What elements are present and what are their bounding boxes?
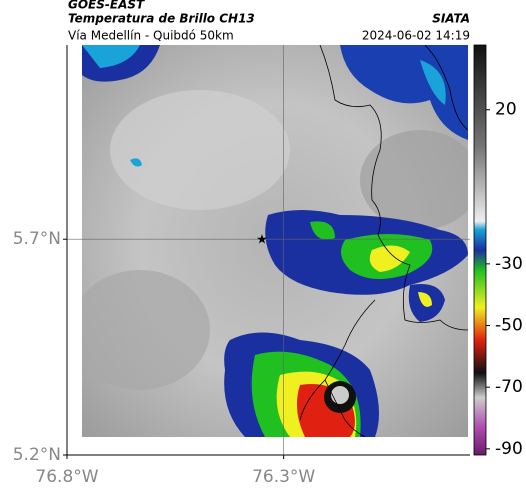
y-tick-label: 5.2°N	[13, 445, 61, 465]
y-tick-label: 5.7°N	[13, 229, 61, 249]
imagery	[82, 45, 468, 437]
datetime: 2024-06-02 14:19	[362, 29, 470, 43]
brand: SIATA	[432, 12, 470, 26]
x-tick-label: 76.3°W	[252, 467, 315, 487]
colorbar-tick-label: -50	[495, 316, 523, 336]
colorbar-tick-label: -90	[495, 439, 523, 459]
source: GOES-EAST	[68, 0, 145, 12]
location-marker: ★	[256, 233, 268, 248]
colorbar-tick-label: -70	[495, 377, 523, 397]
x-tick-label: 76.8°W	[35, 467, 98, 487]
colorbar	[473, 44, 487, 456]
title: Temperatura de Brillo CH13	[68, 12, 255, 26]
colorbar-tick-label: 20	[495, 100, 517, 120]
route: Vía Medellín - Quibdó 50km	[68, 29, 234, 43]
colorbar-tick-label: -30	[495, 254, 523, 274]
